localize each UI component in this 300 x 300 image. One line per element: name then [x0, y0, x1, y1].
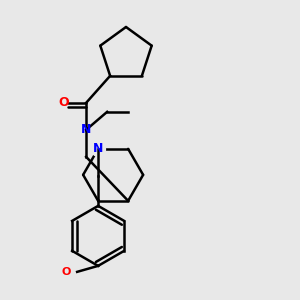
Text: O: O	[58, 96, 69, 109]
Text: N: N	[93, 142, 103, 155]
Text: O: O	[62, 267, 71, 277]
Text: N: N	[81, 123, 91, 136]
